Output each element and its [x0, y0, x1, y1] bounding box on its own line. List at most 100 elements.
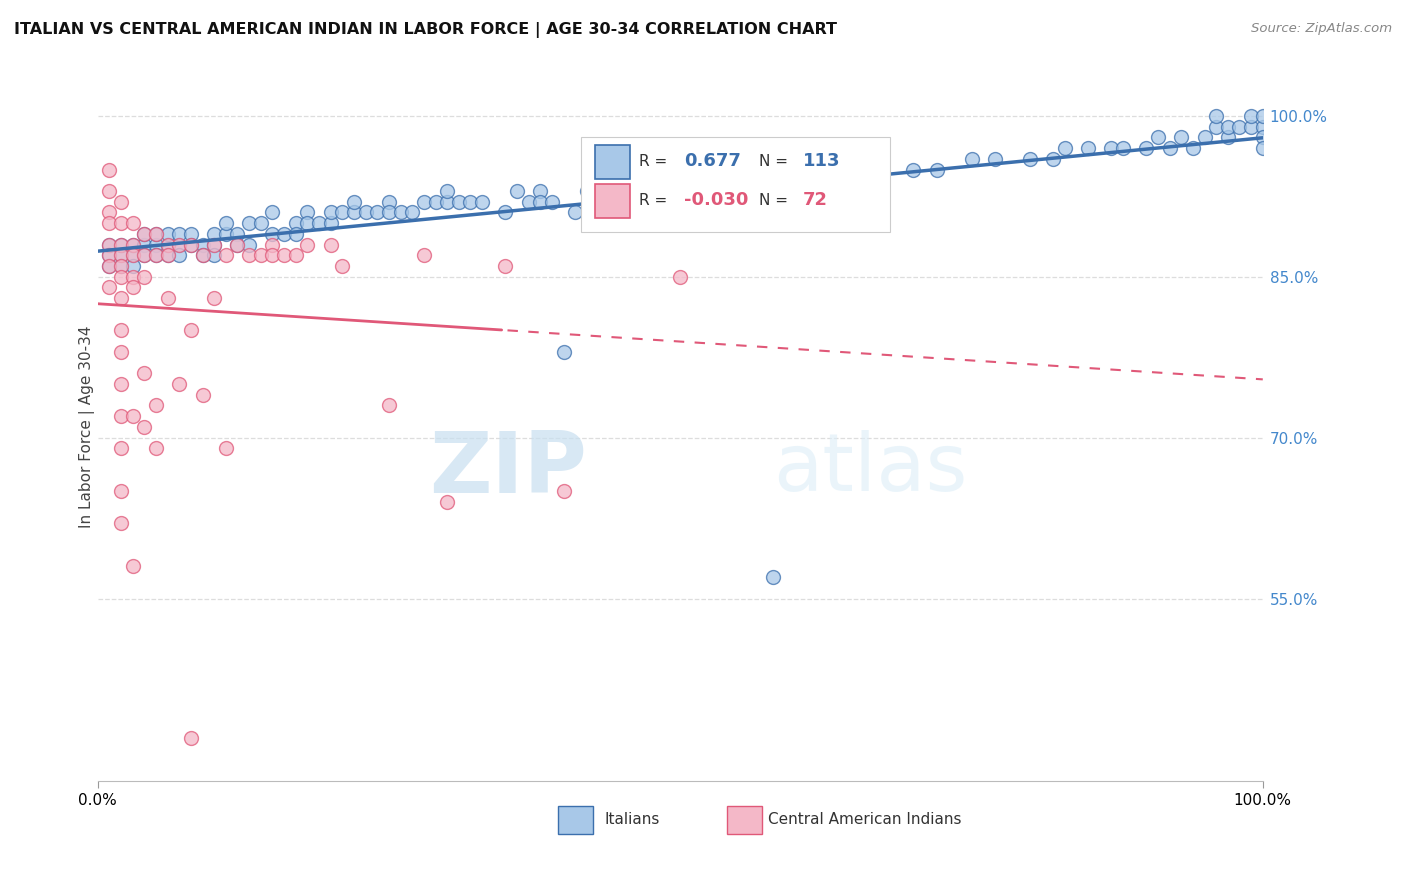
Point — [471, 194, 494, 209]
Point — [541, 194, 564, 209]
Point — [134, 237, 156, 252]
Point — [134, 420, 156, 434]
Point — [145, 248, 167, 262]
Point — [238, 248, 260, 262]
Point — [436, 194, 458, 209]
Point — [1251, 109, 1274, 123]
Point — [354, 205, 377, 219]
Point — [436, 184, 458, 198]
Point — [330, 259, 353, 273]
Point — [134, 248, 156, 262]
Point — [529, 194, 551, 209]
Bar — [727, 805, 762, 834]
Point — [553, 344, 575, 359]
Point — [134, 248, 156, 262]
Point — [1053, 141, 1076, 155]
Point — [110, 344, 132, 359]
Point — [1112, 141, 1135, 155]
Text: Source: ZipAtlas.com: Source: ZipAtlas.com — [1251, 22, 1392, 36]
Point — [1099, 141, 1122, 155]
Point — [460, 194, 482, 209]
Point — [134, 227, 156, 241]
Point — [844, 162, 866, 177]
Point — [494, 205, 516, 219]
Point — [425, 194, 447, 209]
Point — [180, 237, 202, 252]
Point — [506, 184, 529, 198]
Point — [134, 269, 156, 284]
Point — [121, 248, 143, 262]
Point — [215, 248, 238, 262]
Point — [389, 205, 412, 219]
Point — [308, 216, 330, 230]
Point — [167, 227, 190, 241]
Point — [1135, 141, 1157, 155]
Point — [121, 409, 143, 424]
Point — [121, 259, 143, 273]
Point — [960, 152, 983, 166]
Point — [98, 259, 121, 273]
Point — [167, 377, 190, 392]
Point — [238, 237, 260, 252]
Point — [202, 237, 225, 252]
Y-axis label: In Labor Force | Age 30-34: In Labor Force | Age 30-34 — [79, 326, 94, 528]
Point — [110, 291, 132, 305]
Point — [145, 227, 167, 241]
Point — [121, 280, 143, 294]
Point — [145, 399, 167, 413]
Point — [692, 184, 714, 198]
Point — [191, 388, 214, 402]
Point — [202, 227, 225, 241]
Point — [262, 248, 284, 262]
Point — [1077, 141, 1099, 155]
Point — [669, 269, 692, 284]
Point — [226, 237, 249, 252]
Point — [412, 248, 434, 262]
Point — [110, 442, 132, 456]
Point — [98, 248, 121, 262]
Point — [180, 227, 202, 241]
Point — [110, 377, 132, 392]
Point — [1251, 130, 1274, 145]
Point — [343, 205, 366, 219]
Point — [436, 495, 458, 509]
Text: R =: R = — [640, 154, 672, 169]
Point — [145, 237, 167, 252]
Point — [156, 291, 179, 305]
Point — [98, 162, 121, 177]
Point — [110, 259, 132, 273]
Point — [110, 516, 132, 531]
Point — [984, 152, 1007, 166]
Point — [110, 237, 132, 252]
Bar — [595, 184, 630, 219]
Text: 113: 113 — [803, 153, 839, 170]
Point — [110, 237, 132, 252]
Point — [1216, 120, 1239, 134]
Point — [1205, 109, 1227, 123]
Text: Central American Indians: Central American Indians — [768, 813, 962, 827]
Point — [98, 216, 121, 230]
Point — [110, 323, 132, 337]
Point — [832, 184, 855, 198]
Point — [145, 442, 167, 456]
Point — [343, 194, 366, 209]
Point — [1018, 152, 1040, 166]
FancyBboxPatch shape — [581, 136, 890, 232]
Point — [297, 237, 319, 252]
Point — [319, 216, 342, 230]
Point — [121, 237, 143, 252]
Text: Italians: Italians — [605, 813, 659, 827]
Point — [180, 731, 202, 745]
Point — [319, 237, 342, 252]
Point — [191, 248, 214, 262]
Point — [180, 237, 202, 252]
Point — [98, 205, 121, 219]
Point — [553, 484, 575, 499]
Point — [669, 194, 692, 209]
Point — [98, 237, 121, 252]
Point — [110, 484, 132, 499]
Point — [762, 570, 785, 584]
Point — [145, 248, 167, 262]
Point — [110, 194, 132, 209]
Text: N =: N = — [759, 154, 793, 169]
